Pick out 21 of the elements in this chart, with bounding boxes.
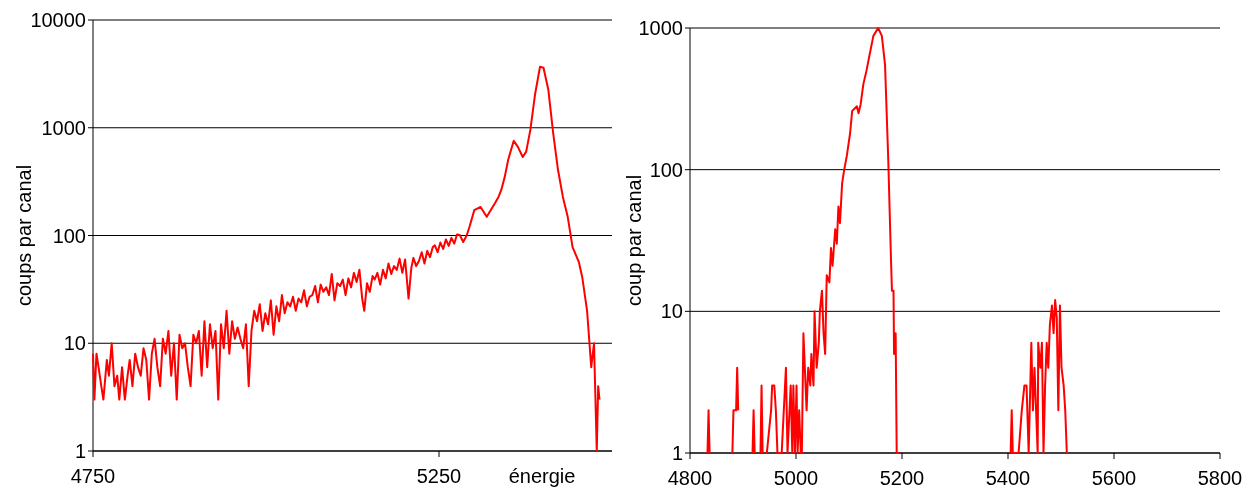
y-tick-label: 100 xyxy=(52,224,86,247)
y-tick-label: 1000 xyxy=(638,17,683,39)
y-tick-label: 10 xyxy=(63,332,86,355)
y-tick-label: 10000 xyxy=(30,9,86,31)
x-tick-label: 4800 xyxy=(667,467,713,489)
x-tick-label: 5200 xyxy=(879,467,925,489)
y-tick-label: 1 xyxy=(74,440,86,462)
x-tick-label: 5000 xyxy=(773,467,819,489)
x-tick-label: 5800 xyxy=(1197,467,1243,489)
x-tick-label: 5250 xyxy=(416,465,462,487)
x-tick-label: 5600 xyxy=(1091,467,1137,489)
y-tick-label: 100 xyxy=(649,158,683,181)
y-axis-title: coups par canal xyxy=(13,164,35,307)
line-series xyxy=(92,65,601,452)
y-tick-label: 10 xyxy=(660,300,683,323)
x-tick-label: 5400 xyxy=(985,467,1031,489)
x-tick-label: 4750 xyxy=(70,465,116,487)
y-tick-label: 1000 xyxy=(41,116,86,139)
y-tick-label: 1 xyxy=(671,442,683,464)
y-axis-title: coup par canal xyxy=(623,174,645,307)
x-axis-title: énergie xyxy=(508,465,576,487)
